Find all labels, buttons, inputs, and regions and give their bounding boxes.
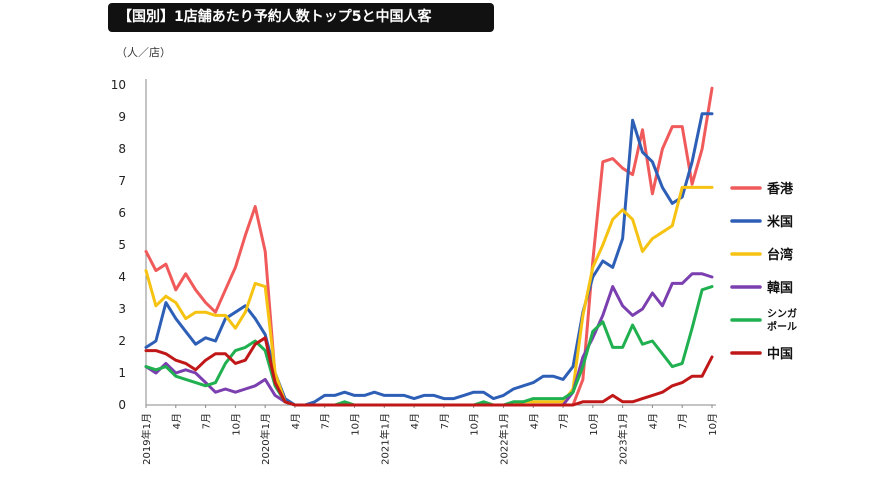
x-tick-label: 7月 — [320, 413, 332, 429]
x-tick-label: 4月 — [409, 413, 421, 429]
legend-label-3: 韓国 — [767, 280, 793, 296]
y-tick-label: 6 — [118, 206, 126, 220]
x-tick-label: 2021年1月 — [378, 413, 391, 465]
y-tick-label: 1 — [118, 366, 126, 380]
x-tick-label: 7月 — [677, 413, 689, 429]
legend-label-0: 香港 — [766, 181, 794, 197]
x-tick-label: 10月 — [469, 413, 481, 436]
series-line-1 — [144, 112, 714, 407]
x-tick-label: 2019年1月 — [140, 413, 153, 465]
legend-label-5: 中国 — [767, 346, 793, 362]
y-axis-ticks: 0 1 2 3 4 5 6 7 8 9 10 — [111, 78, 126, 412]
legend-label-4: シンガ — [767, 307, 797, 320]
x-tick-label: 7月 — [558, 413, 570, 429]
x-tick-label: 10月 — [588, 413, 600, 436]
x-tick-label: 4月 — [171, 413, 183, 429]
y-tick-label: 8 — [118, 142, 126, 156]
y-tick-label: 4 — [118, 270, 126, 284]
y-tick-label: 9 — [118, 110, 126, 124]
series-line-4 — [144, 285, 714, 407]
legend-label-4-line2: ポール — [767, 320, 797, 333]
x-tick-label: 2020年1月 — [259, 413, 272, 465]
x-tick-label: 2022年1月 — [497, 413, 510, 465]
x-tick-label: 7月 — [439, 413, 451, 429]
y-tick-label: 3 — [118, 302, 126, 316]
legend-label-1: 米国 — [767, 214, 793, 230]
x-tick-label: 4月 — [647, 413, 659, 429]
y-tick-label: 0 — [118, 398, 126, 412]
y-axis-unit-label: （人／店） — [116, 46, 171, 59]
chart-title: 【国別】1店舗あたり予約人数トップ5と中国人客 — [108, 3, 494, 32]
series-line-5 — [144, 336, 714, 407]
x-tick-label: 10月 — [350, 413, 362, 436]
y-tick-label: 2 — [118, 334, 126, 348]
y-tick-label: 7 — [118, 174, 126, 188]
y-tick-label: 5 — [118, 238, 126, 252]
series-lines — [144, 86, 714, 407]
x-axis-ticks: 2019年1月 4月 7月 10月 2020年1月 4月 7月 10月 2021年1月 4月 7月 1… — [140, 405, 719, 465]
x-tick-label: 7月 — [201, 413, 213, 429]
series-line-2 — [144, 185, 714, 407]
x-tick-label: 4月 — [290, 413, 302, 429]
legend-label-2: 台湾 — [767, 247, 793, 263]
x-tick-label: 10月 — [230, 413, 242, 436]
x-tick-label: 4月 — [528, 413, 540, 429]
x-tick-label: 2023年1月 — [617, 413, 630, 465]
y-tick-label: 10 — [111, 78, 126, 92]
x-tick-label: 10月 — [707, 413, 719, 436]
